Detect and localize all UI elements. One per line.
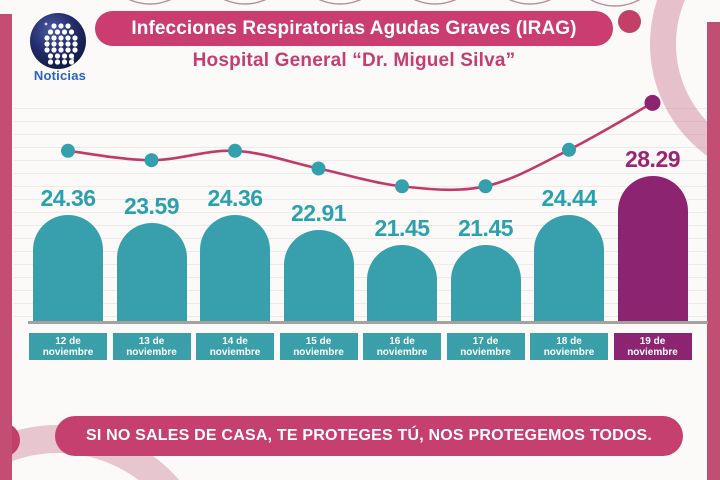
date-label: 14 de noviembre: [196, 333, 274, 360]
bar-15-de-noviembre: [283, 229, 354, 322]
date-label: 12 de noviembre: [29, 333, 107, 360]
bar-14-de-noviembre: [200, 215, 270, 322]
value-label: 23.59: [123, 193, 180, 220]
date-label: 15 de noviembre: [279, 333, 358, 360]
value-label: 24.44: [541, 184, 597, 211]
date-label: 17 de noviembre: [446, 333, 525, 360]
date-label: 13 de noviembre: [112, 333, 191, 360]
bar-16-de-noviembre: [367, 244, 437, 322]
hospital-subtitle: Hospital General “Dr. Miguel Silva”: [192, 50, 516, 71]
logo-text: Noticias: [33, 68, 87, 83]
value-label: 22.91: [290, 199, 347, 226]
page-title: Infecciones Respiratorias Agudas Graves …: [131, 17, 577, 39]
bar-18-de-noviembre: [534, 214, 604, 322]
date-label: 18 de noviembre: [530, 333, 608, 360]
date-label: 16 de noviembre: [363, 333, 441, 360]
value-label: 24.36: [207, 185, 263, 212]
value-label: 21.45: [374, 214, 430, 241]
banner-message: SI NO SALES DE CASA, TE PROTEGES TÚ, NOS…: [85, 427, 653, 444]
value-label: 24.36: [40, 185, 96, 212]
bar-19-de-noviembre: [617, 176, 688, 322]
bar-17-de-noviembre: [450, 244, 521, 322]
globe-dots-icon: [30, 13, 86, 69]
noticias-logo: Noticias: [18, 10, 102, 86]
value-label: 21.45: [457, 214, 514, 241]
date-label: 19 de noviembre: [613, 333, 692, 360]
value-label: 28.29: [624, 146, 681, 173]
left-edge-bar: [0, 14, 12, 480]
title-banner: Infecciones Respiratorias Agudas Graves …: [95, 11, 613, 46]
right-edge-bar: [707, 22, 720, 480]
circle-decoration-top-right: [618, 10, 641, 33]
top-scallop-arcs: [128, 0, 641, 7]
x-axis-line: [28, 321, 708, 324]
footer-banner: SI NO SALES DE CASA, TE PROTEGES TÚ, NOS…: [55, 416, 683, 456]
bar-12-de-noviembre: [33, 215, 103, 322]
bar-13-de-noviembre: [116, 223, 187, 322]
